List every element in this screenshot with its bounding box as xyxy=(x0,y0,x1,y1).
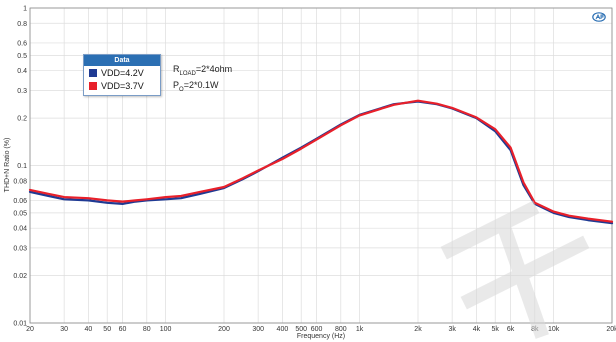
legend-item-vdd-4-2: VDD=4.2V xyxy=(84,66,160,79)
series-line-0 xyxy=(28,100,614,225)
load-resistance-note: RLOAD=2*4ohm xyxy=(173,64,233,77)
x-tick-label: 8k xyxy=(531,326,539,333)
x-axis-label: Frequency (Hz) xyxy=(297,333,345,340)
x-tick-label: 60 xyxy=(119,326,127,333)
x-tick-label: 1k xyxy=(356,326,364,333)
y-tick-label: 0.3 xyxy=(17,88,27,95)
x-tick-label: 6k xyxy=(507,326,515,333)
x-tick-label: 600 xyxy=(311,326,323,333)
y-tick-labels: 0.01 0.02 0.03 0.04 0.05 0.06 0.08 0.1 0.2 0.3 0.4… xyxy=(13,6,27,328)
series-line-1 xyxy=(28,99,614,223)
x-tick-label: 300 xyxy=(252,326,264,333)
x-tick-label: 30 xyxy=(60,326,68,333)
y-tick-label: 0.06 xyxy=(13,198,27,205)
legend-label: VDD=3.7V xyxy=(101,80,144,91)
legend-item-vdd-3-7: VDD=3.7V xyxy=(84,79,160,92)
x-tick-labels: 20 30 40 50 60 80 100 200 300 400 500 600 800 1k 2k 3k 4… xyxy=(26,326,616,333)
y-tick-label: 0.02 xyxy=(13,273,27,280)
output-power-note: PO=2*0.1W xyxy=(173,80,219,93)
x-tick-label: 500 xyxy=(295,326,307,333)
x-tick-label: 10k xyxy=(548,326,560,333)
legend-label: VDD=4.2V xyxy=(101,67,144,78)
legend-swatch-red xyxy=(89,81,97,90)
y-tick-label: 0.2 xyxy=(17,116,27,123)
x-tick-label: 20k xyxy=(606,326,616,333)
y-tick-label: 0.4 xyxy=(17,68,27,75)
y-tick-label: 1 xyxy=(23,6,27,13)
x-tick-label: 200 xyxy=(218,326,230,333)
x-tick-label: 20 xyxy=(26,326,34,333)
y-tick-label: 0.6 xyxy=(17,40,27,47)
y-tick-label: 0.1 xyxy=(17,163,27,170)
y-tick-label: 0.03 xyxy=(13,245,27,252)
y-tick-label: 0.01 xyxy=(13,321,27,328)
y-tick-label: 0.08 xyxy=(13,178,27,185)
x-tick-label: 800 xyxy=(335,326,347,333)
legend: Data VDD=4.2V VDD=3.7V xyxy=(83,54,161,96)
series-lines xyxy=(28,99,614,225)
x-tick-label: 5k xyxy=(491,326,499,333)
plot-frame xyxy=(29,7,613,324)
x-tick-label: 40 xyxy=(85,326,93,333)
legend-title: Data xyxy=(84,55,160,66)
y-tick-label: 0.5 xyxy=(17,53,27,60)
y-tick-label: 0.05 xyxy=(13,210,27,217)
x-tick-label: 400 xyxy=(277,326,289,333)
y-axis-label: THD+N Ratio (%) xyxy=(4,138,11,193)
legend-swatch-blue xyxy=(89,68,97,77)
x-tick-label: 80 xyxy=(143,326,151,333)
audio-precision-logo-icon xyxy=(592,12,606,22)
x-tick-label: 2k xyxy=(414,326,422,333)
x-tick-label: 100 xyxy=(160,326,172,333)
x-tick-label: 3k xyxy=(448,326,456,333)
y-tick-label: 0.04 xyxy=(13,226,27,233)
x-tick-label: 4k xyxy=(473,326,481,333)
y-tick-label: 0.8 xyxy=(17,21,27,28)
x-tick-label: 50 xyxy=(103,326,111,333)
